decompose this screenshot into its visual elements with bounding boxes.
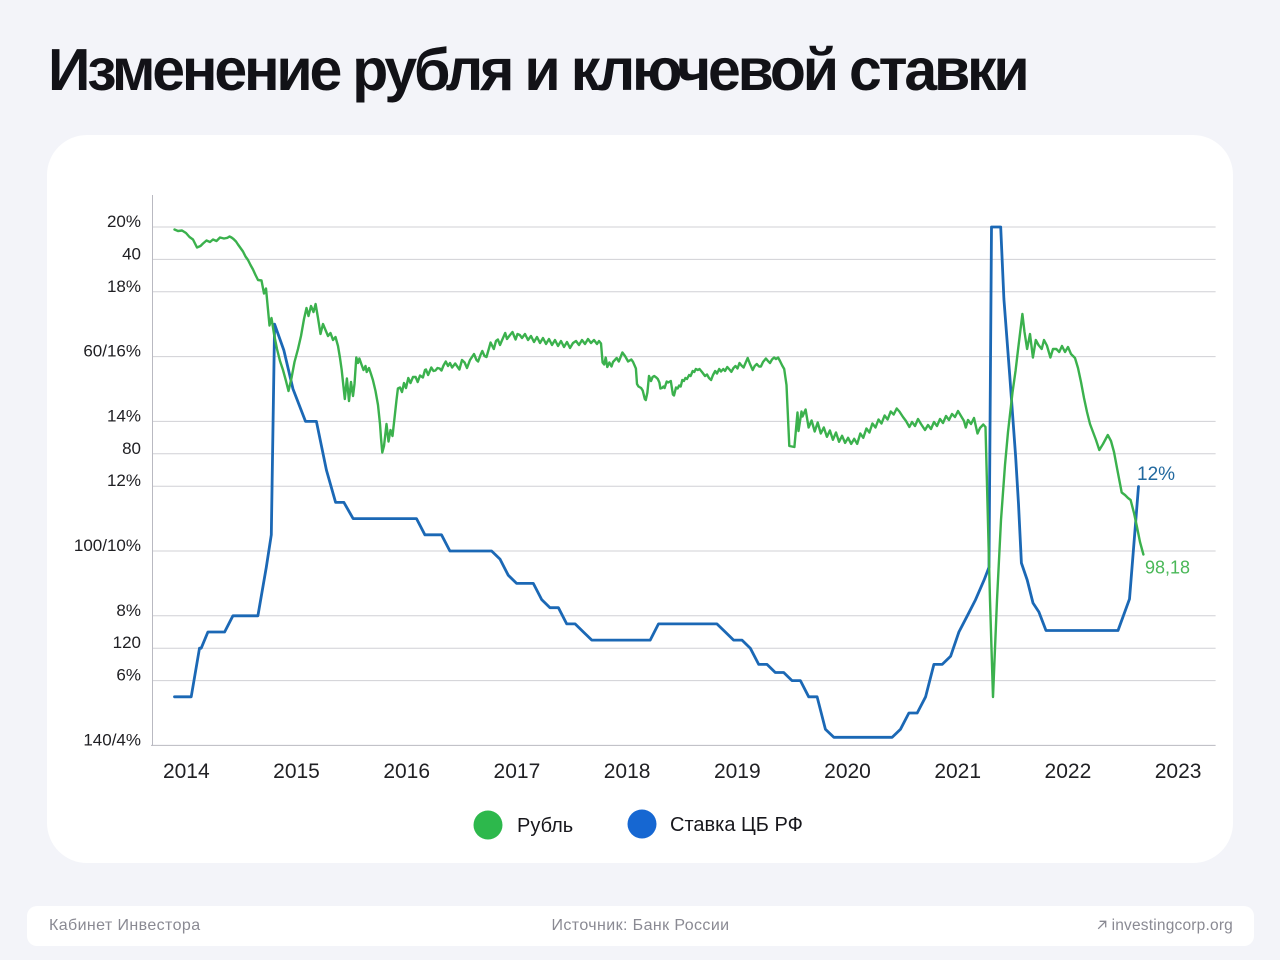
svg-text:100/10%: 100/10% bbox=[74, 536, 141, 555]
svg-text:14%: 14% bbox=[107, 406, 141, 425]
svg-text:120: 120 bbox=[113, 633, 141, 652]
svg-text:20%: 20% bbox=[107, 212, 141, 231]
svg-text:80: 80 bbox=[122, 439, 141, 458]
svg-text:60/16%: 60/16% bbox=[83, 342, 141, 361]
svg-text:2014: 2014 bbox=[163, 760, 210, 783]
svg-text:2022: 2022 bbox=[1045, 760, 1092, 783]
svg-text:Рубль: Рубль bbox=[517, 815, 573, 837]
svg-text:2015: 2015 bbox=[273, 760, 320, 783]
svg-text:12%: 12% bbox=[107, 471, 141, 490]
svg-text:2021: 2021 bbox=[934, 760, 981, 783]
svg-text:6%: 6% bbox=[116, 666, 141, 685]
svg-text:140/4%: 140/4% bbox=[83, 730, 141, 749]
svg-text:Ставка ЦБ РФ: Ставка ЦБ РФ bbox=[670, 814, 803, 836]
svg-text:2016: 2016 bbox=[383, 760, 430, 783]
svg-text:2019: 2019 bbox=[714, 760, 761, 783]
svg-text:12%: 12% bbox=[1137, 464, 1175, 485]
svg-text:8%: 8% bbox=[116, 601, 141, 620]
svg-text:2018: 2018 bbox=[604, 760, 651, 783]
svg-text:2023: 2023 bbox=[1155, 760, 1202, 783]
svg-text:98,18: 98,18 bbox=[1145, 558, 1190, 578]
svg-text:18%: 18% bbox=[107, 277, 141, 296]
svg-text:2017: 2017 bbox=[494, 760, 541, 783]
svg-text:2020: 2020 bbox=[824, 760, 871, 783]
svg-text:40: 40 bbox=[122, 244, 141, 263]
